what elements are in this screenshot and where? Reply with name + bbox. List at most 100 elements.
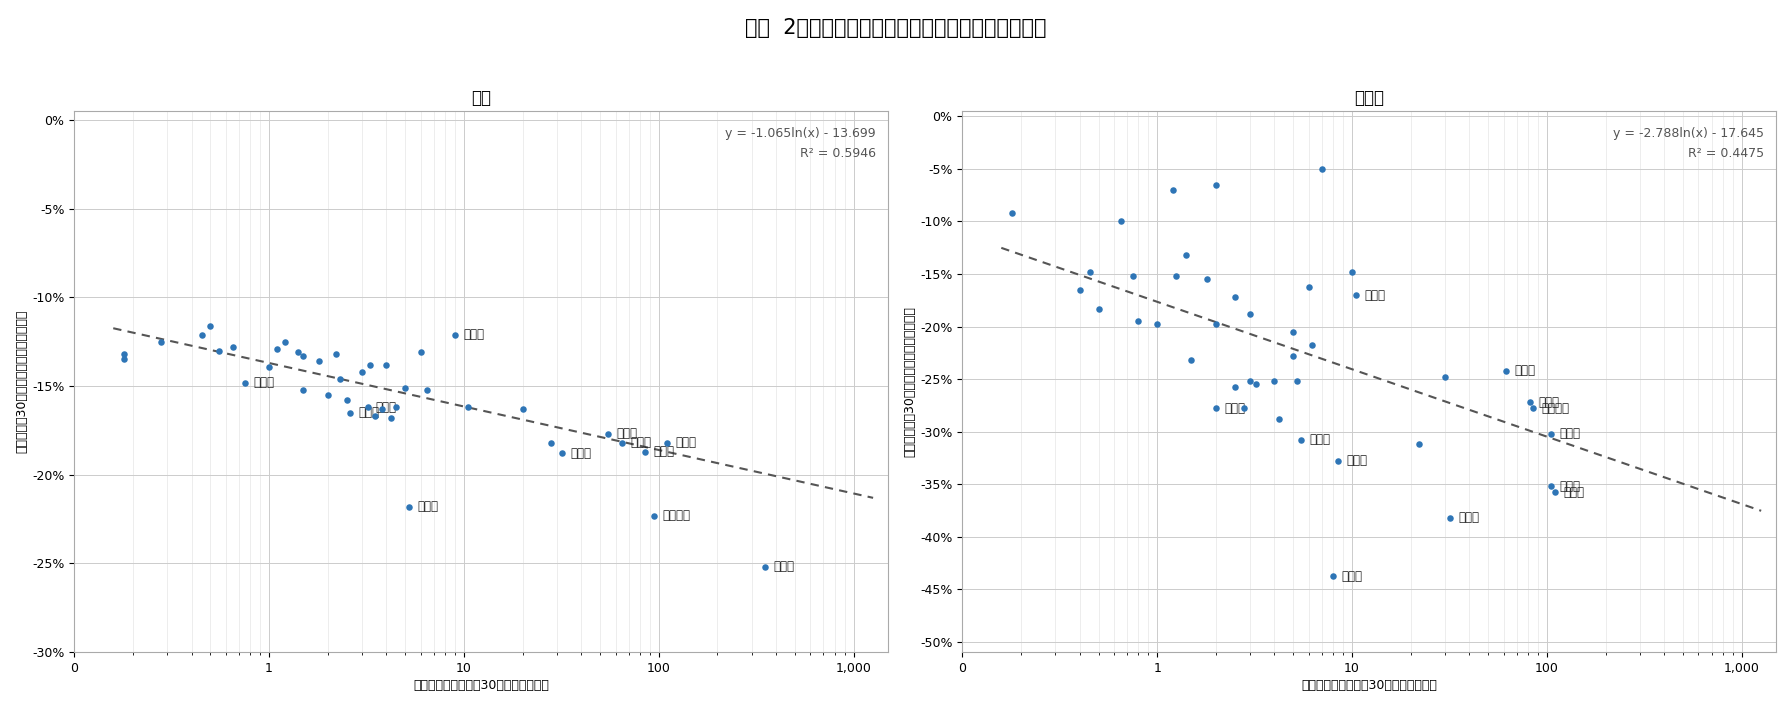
Point	[1297, 340, 1325, 351]
Point	[1318, 571, 1347, 582]
Point	[1307, 163, 1336, 175]
Point	[197, 320, 226, 332]
Point	[1338, 267, 1367, 278]
Point	[1236, 308, 1264, 320]
Point	[1519, 403, 1547, 414]
Point	[1220, 291, 1248, 303]
Point	[1177, 354, 1205, 366]
Point	[1193, 274, 1221, 285]
Point	[1220, 382, 1248, 393]
Point	[1279, 326, 1307, 337]
Text: y = -2.788ln(x) - 17.645
R² = 0.4475: y = -2.788ln(x) - 17.645 R² = 0.4475	[1612, 127, 1764, 160]
Point	[1492, 365, 1521, 376]
Point	[376, 412, 405, 423]
X-axis label: 新規感染者数（過去30日平均、対数）: 新規感染者数（過去30日平均、対数）	[1302, 679, 1436, 692]
Point	[1107, 216, 1135, 227]
Text: 沖縄県: 沖縄県	[1333, 570, 1363, 583]
Point	[1537, 481, 1565, 492]
Point	[304, 356, 333, 367]
Point	[390, 382, 419, 394]
Point	[1261, 375, 1290, 387]
Text: 北海道: 北海道	[1356, 288, 1386, 301]
Point	[1324, 455, 1352, 467]
Point	[283, 346, 312, 358]
Point	[1066, 284, 1094, 296]
Text: 埼玉県: 埼玉県	[1530, 396, 1560, 409]
Point	[1341, 289, 1370, 300]
Point	[1202, 179, 1230, 190]
Point	[548, 448, 577, 459]
Point	[595, 428, 623, 440]
Point	[1236, 375, 1264, 387]
Point	[326, 373, 355, 385]
Text: 神奈川県: 神奈川県	[654, 509, 691, 522]
Point	[509, 404, 537, 415]
Point	[347, 366, 376, 378]
Text: 宮城県: 宮城県	[1216, 402, 1245, 415]
X-axis label: 新規感染者数（過去30日平均、対数）: 新規感染者数（過去30日平均、対数）	[414, 679, 550, 692]
Point	[1084, 303, 1112, 315]
Point	[414, 384, 442, 395]
Text: 千葉県: 千葉県	[349, 407, 380, 419]
Point	[1540, 487, 1569, 498]
Point	[1404, 438, 1433, 450]
Text: 兵庫県: 兵庫県	[609, 428, 638, 440]
Point	[356, 359, 385, 370]
Point	[1075, 267, 1103, 278]
Point	[254, 361, 283, 373]
Text: 図表  2：流動人口と新型コロナ新規感染者数の関係: 図表 2：流動人口と新型コロナ新規感染者数の関係	[745, 18, 1046, 37]
Point	[109, 349, 138, 360]
Title: 乗換駅: 乗換駅	[1354, 89, 1384, 107]
Point	[441, 329, 469, 340]
Point	[1159, 185, 1187, 196]
Point	[367, 404, 396, 415]
Point	[1436, 512, 1465, 523]
Point	[1162, 271, 1191, 282]
Point	[750, 561, 779, 573]
Text: 東京都: 東京都	[1555, 486, 1585, 499]
Text: 愛知県: 愛知県	[621, 436, 652, 450]
Point	[639, 510, 668, 521]
Text: 東京都: 東京都	[765, 561, 793, 573]
Y-axis label: 乗換駅（過去30日平均、基準値との比較）: 乗換駅（過去30日平均、基準値との比較）	[903, 306, 915, 457]
Text: 福岡県: 福岡県	[1551, 479, 1580, 493]
Point	[322, 349, 351, 360]
Point	[998, 207, 1026, 218]
Point	[1202, 403, 1230, 414]
Title: 職場: 職場	[471, 89, 491, 107]
Text: 大阪府: 大阪府	[1551, 427, 1580, 440]
Text: 宮城県: 宮城県	[245, 376, 274, 389]
Point	[890, 211, 919, 222]
Point	[607, 437, 636, 448]
Text: 神奈川県: 神奈川県	[1533, 402, 1569, 415]
Text: 埼玉県: 埼玉県	[562, 447, 591, 460]
Point	[630, 446, 659, 457]
Point	[1431, 371, 1460, 382]
Point	[1295, 281, 1324, 292]
Point	[1515, 397, 1544, 408]
Point	[1230, 403, 1259, 414]
Text: y = -1.065ln(x) - 13.699
R² = 0.5946: y = -1.065ln(x) - 13.699 R² = 0.5946	[725, 127, 876, 160]
Point	[313, 390, 342, 401]
Text: 福岡県: 福岡県	[645, 445, 675, 458]
Point	[1264, 414, 1293, 425]
Text: 京都府: 京都府	[367, 401, 398, 414]
Point	[335, 407, 364, 419]
Point	[407, 346, 435, 358]
Text: 京都府: 京都府	[1302, 433, 1331, 446]
Point	[1171, 250, 1200, 261]
Point	[1537, 428, 1565, 439]
Point	[204, 345, 233, 356]
Point	[219, 341, 247, 353]
Point	[1282, 375, 1311, 387]
Point	[147, 336, 176, 347]
Text: 沖縄県: 沖縄県	[408, 500, 439, 513]
Point	[394, 501, 423, 513]
Point	[188, 329, 217, 340]
Point	[231, 377, 260, 388]
Point	[381, 402, 410, 413]
Point	[1119, 271, 1148, 282]
Text: 兵庫県: 兵庫県	[1506, 364, 1535, 377]
Point	[1279, 350, 1307, 361]
Point	[1288, 434, 1316, 445]
